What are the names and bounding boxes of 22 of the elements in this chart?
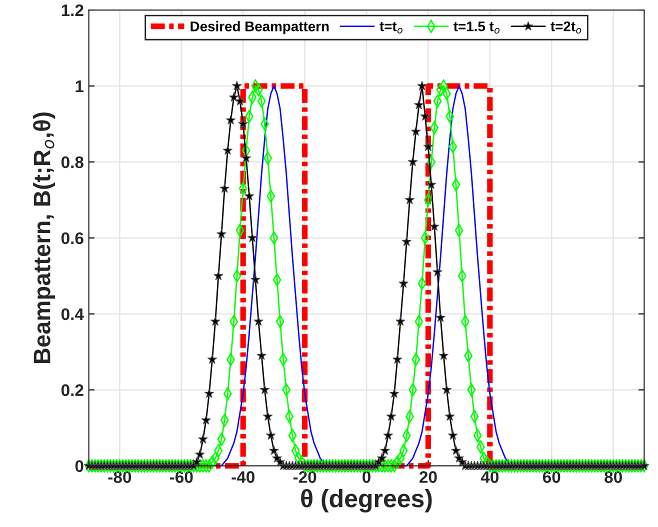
x-axis-title: θ (degrees): [301, 489, 432, 512]
y-tick-label: 0.8: [61, 156, 84, 168]
x-tick-label: -60: [170, 471, 193, 483]
legend-label: Desired Beampattern: [190, 21, 329, 34]
x-tick-label: -80: [108, 471, 132, 483]
y-tick-label: 0.4: [61, 308, 84, 320]
x-tick-label: 60: [542, 471, 560, 483]
legend-label: t=t$_{o}$: [380, 22, 402, 34]
x-tick-label: 40: [480, 471, 499, 483]
x-tick-label: 80: [604, 471, 622, 483]
y-axis-title: Beampattern, B(t;R$_{o}$,θ): [33, 112, 56, 364]
x-tick-label: -40: [232, 471, 254, 483]
y-tick-label: 1.2: [62, 4, 84, 16]
legend-label: t=1.5 t$_{o}$: [454, 22, 500, 34]
y-tick-label: 1: [76, 80, 84, 92]
x-tick-label: 0: [362, 471, 370, 483]
y-tick-label: 0: [75, 460, 84, 472]
x-tick-label: -20: [293, 471, 316, 483]
legend-label: t=2t$_{o}$: [550, 21, 582, 34]
y-tick-label: 0.6: [61, 232, 84, 244]
x-tick-label: 20: [420, 471, 437, 483]
y-tick-label: 0.2: [61, 384, 84, 396]
